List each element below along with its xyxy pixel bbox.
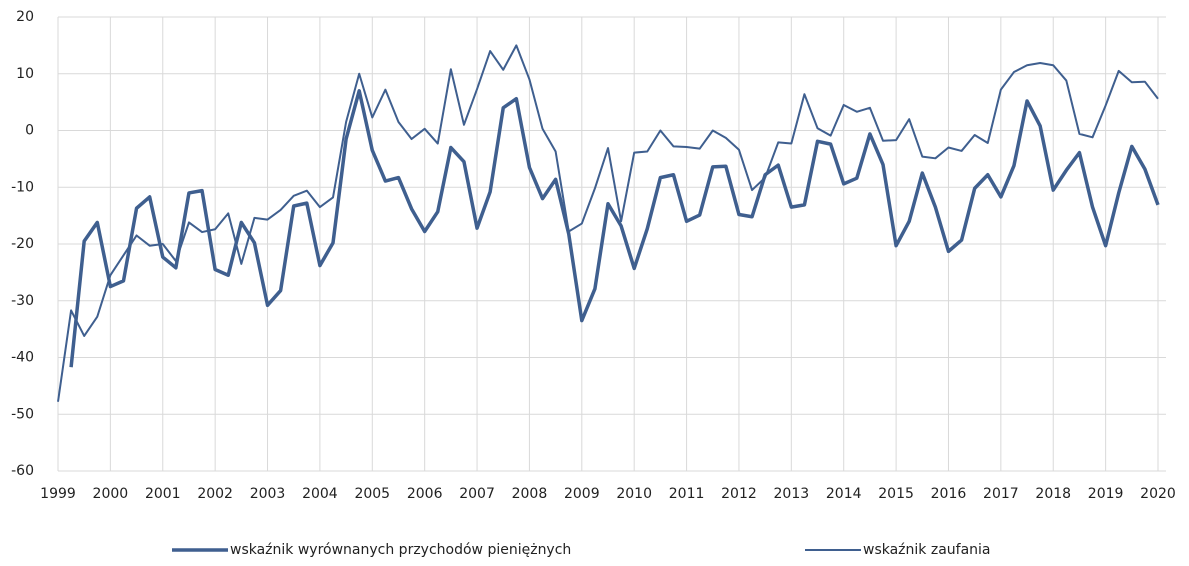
x-tick-label: 2004 <box>302 486 338 502</box>
x-tick-label: 2003 <box>250 486 286 502</box>
x-tick-label: 2005 <box>354 486 390 502</box>
series-line <box>57 44 1159 402</box>
y-tick-label: 20 <box>16 9 34 25</box>
y-tick-label: 10 <box>16 66 34 82</box>
x-tick-label: 2009 <box>564 486 600 502</box>
series-line <box>69 89 1160 368</box>
y-tick-label: -20 <box>11 236 34 252</box>
x-tick-label: 2019 <box>1088 486 1124 502</box>
x-tick-label: 2006 <box>407 486 443 502</box>
y-tick-label: -40 <box>11 350 34 366</box>
x-tick-label: 2015 <box>878 486 914 502</box>
y-tick-label: 0 <box>25 123 34 139</box>
x-tick-label: 2013 <box>774 486 810 502</box>
legend-label: wskaźnik wyrównanych przychodów pieniężn… <box>230 542 571 558</box>
y-tick-label: -10 <box>11 179 34 195</box>
y-tick-label: -60 <box>11 463 34 479</box>
y-tick-label: -30 <box>11 293 34 309</box>
x-tick-label: 2011 <box>669 486 705 502</box>
x-tick-label: 2001 <box>145 486 181 502</box>
legend-label: wskaźnik zaufania <box>863 542 991 558</box>
x-tick-label: 2000 <box>93 486 129 502</box>
y-tick-label: -50 <box>11 406 34 422</box>
x-tick-label: 2002 <box>197 486 233 502</box>
x-tick-label: 2010 <box>616 486 652 502</box>
x-tick-label: 2014 <box>826 486 862 502</box>
x-tick-label: 2018 <box>1035 486 1071 502</box>
x-tick-label: 1999 <box>40 486 76 502</box>
x-tick-label: 2012 <box>721 486 757 502</box>
x-tick-label: 2008 <box>512 486 548 502</box>
x-tick-label: 2007 <box>459 486 495 502</box>
x-tick-label: 2020 <box>1140 486 1176 502</box>
x-tick-label: 2017 <box>983 486 1019 502</box>
x-tick-label: 2016 <box>931 486 967 502</box>
